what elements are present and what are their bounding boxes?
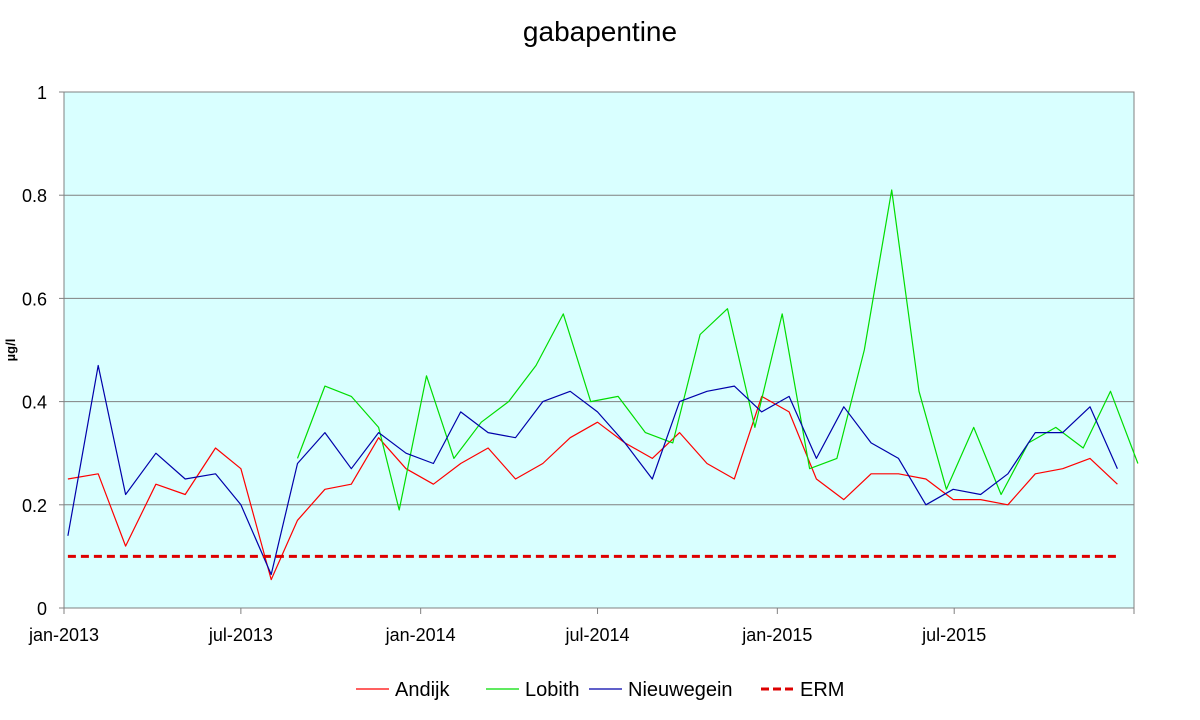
- x-tick-label: jul-2013: [208, 625, 273, 645]
- series-lines: [67, 189, 1139, 581]
- legend-label-nieuwegein: Nieuwegein: [628, 679, 733, 701]
- x-tick-label: jan-2014: [385, 625, 456, 645]
- y-tick-label: 0: [37, 599, 47, 619]
- x-tick-label: jul-2014: [565, 625, 630, 645]
- legend-label-lobith: Lobith: [525, 679, 580, 701]
- legend-label-andijk: Andijk: [395, 679, 450, 701]
- gridlines: [64, 194, 1134, 506]
- axes: 0 0.2 0.4 0.6 0.8 1 jan-2013 jul-2013 jan-2014 ju…: [22, 83, 1135, 645]
- y-axis-label: µg/l: [3, 339, 18, 362]
- series-line-lobith: [296, 189, 1139, 511]
- legend: Andijk Lobith Nieuwegein ERM: [356, 679, 844, 701]
- series-line-nieuwegein: [67, 364, 1118, 576]
- chart-title: gabapentine: [523, 16, 677, 47]
- y-tick-label: 0.2: [22, 496, 47, 516]
- y-tick-label: 1: [37, 83, 47, 103]
- y-tick-label: 0.4: [22, 393, 47, 413]
- x-tick-label: jul-2015: [921, 625, 986, 645]
- plot-area: [63, 91, 1135, 609]
- x-tick-label: jan-2013: [28, 625, 99, 645]
- y-tick-label: 0.6: [22, 289, 47, 309]
- x-tick-label: jan-2015: [741, 625, 812, 645]
- legend-label-erm: ERM: [800, 679, 844, 701]
- series-line-andijk: [67, 395, 1118, 581]
- y-tick-label: 0.8: [22, 186, 47, 206]
